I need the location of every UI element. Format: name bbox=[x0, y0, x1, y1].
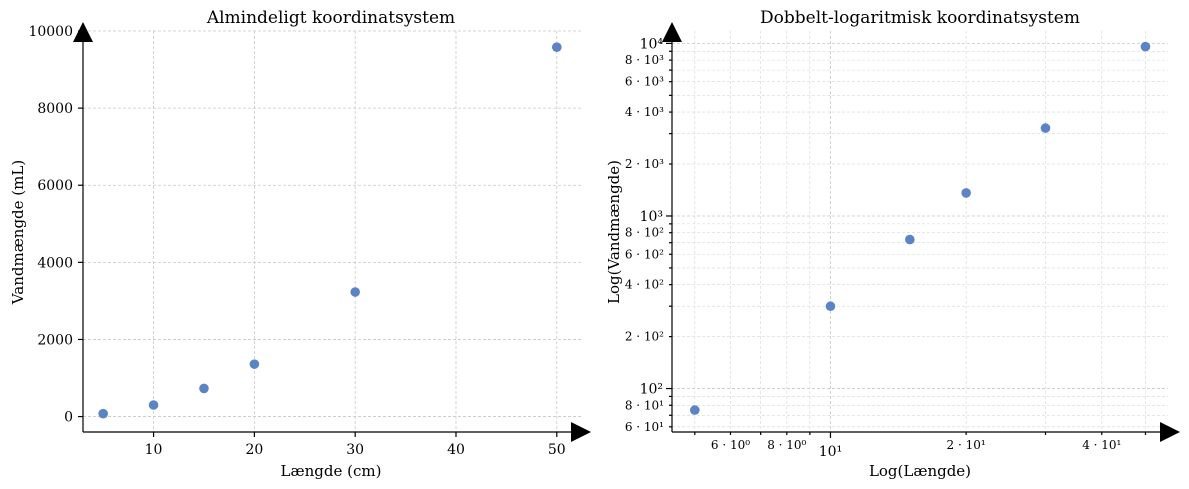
loglog-y-minor-tick-label: 4 · 10² bbox=[625, 278, 664, 292]
linear-ticks: 10 20 30 40 50 0 2000 4000 6000 8000 10000 bbox=[28, 24, 565, 458]
loglog-x-axis-arrow bbox=[1160, 422, 1180, 442]
loglog-x-minor-tick-label: 2 · 10¹ bbox=[947, 438, 986, 452]
loglog-axes bbox=[662, 22, 1180, 442]
loglog-data-point bbox=[905, 234, 915, 245]
linear-x-tick-label: 40 bbox=[447, 442, 465, 458]
linear-chart-panel: 10 20 30 40 50 0 2000 4000 6000 8000 10000 Alminde… bbox=[9, 8, 591, 480]
linear-data-point bbox=[148, 400, 159, 410]
linear-y-tick-label: 2000 bbox=[37, 332, 73, 348]
loglog-chart-title: Dobbelt-logaritmisk koordinatsystem bbox=[760, 8, 1080, 28]
linear-chart-title: Almindeligt koordinatsystem bbox=[206, 8, 455, 28]
loglog-x-minor-tick-label: 8 · 10⁰ bbox=[767, 438, 806, 452]
linear-x-tick-label: 30 bbox=[346, 442, 364, 458]
linear-data-point bbox=[551, 42, 562, 52]
linear-points bbox=[98, 42, 562, 419]
linear-data-point bbox=[98, 408, 108, 419]
linear-y-tick-label: 0 bbox=[64, 410, 73, 426]
loglog-data-point bbox=[690, 405, 700, 415]
linear-y-tick-label: 4000 bbox=[37, 255, 73, 271]
loglog-grid bbox=[672, 31, 1168, 432]
linear-y-tick-label: 8000 bbox=[37, 101, 73, 117]
linear-axes bbox=[73, 22, 591, 442]
loglog-y-minor-tick-label: 2 · 10³ bbox=[625, 157, 664, 171]
loglog-x-minor-tick-label: 4 · 10¹ bbox=[1082, 438, 1121, 452]
linear-grid bbox=[83, 30, 582, 432]
loglog-data-point bbox=[1140, 41, 1151, 52]
loglog-y-minor-tick-label: 8 · 10³ bbox=[625, 53, 664, 67]
loglog-x-axis-label: Log(Længde) bbox=[869, 462, 971, 480]
linear-data-point bbox=[199, 383, 209, 394]
linear-x-axis-arrow bbox=[571, 422, 591, 442]
loglog-y-minor-tick-label: 4 · 10³ bbox=[625, 105, 664, 119]
loglog-y-major-tick-label: 10³ bbox=[640, 209, 663, 225]
linear-y-axis-arrow bbox=[73, 22, 93, 42]
linear-x-tick-label: 50 bbox=[548, 442, 566, 458]
linear-y-tick-label: 6000 bbox=[37, 178, 73, 194]
loglog-y-minor-tick-label: 6 · 10¹ bbox=[625, 420, 664, 434]
loglog-data-point bbox=[1040, 123, 1051, 133]
loglog-chart-panel: 10¹ 10² 10³ 10⁴ 6 · 10⁰ 8 · 10⁰ 2 · 10¹ 4 · 10¹… bbox=[605, 8, 1180, 480]
linear-data-point bbox=[249, 359, 260, 369]
loglog-x-minor-tick-label: 6 · 10⁰ bbox=[711, 438, 750, 452]
loglog-y-minor-tick-label: 2 · 10² bbox=[625, 330, 664, 344]
loglog-y-axis-label: Log(Vandmængde) bbox=[605, 160, 623, 304]
loglog-y-major-tick-label: 10² bbox=[640, 382, 663, 398]
loglog-y-minor-tick-label: 6 · 10² bbox=[625, 247, 664, 261]
loglog-y-major-tick-label: 10⁴ bbox=[640, 36, 664, 52]
linear-x-axis-label: Længde (cm) bbox=[281, 462, 382, 480]
linear-data-point bbox=[350, 287, 360, 297]
loglog-y-axis-arrow bbox=[662, 22, 682, 42]
linear-x-tick-label: 10 bbox=[145, 442, 163, 458]
loglog-y-minor-tick-label: 6 · 10³ bbox=[625, 75, 664, 89]
loglog-points bbox=[690, 41, 1151, 415]
linear-y-axis-label: Vandmængde (mL) bbox=[9, 160, 27, 305]
loglog-data-point bbox=[825, 301, 836, 312]
loglog-y-minor-tick-label: 8 · 10¹ bbox=[625, 398, 664, 412]
loglog-y-minor-tick-label: 8 · 10² bbox=[625, 226, 664, 240]
loglog-data-point bbox=[961, 188, 971, 198]
linear-x-tick-label: 20 bbox=[245, 442, 263, 458]
linear-y-tick-label: 10000 bbox=[28, 24, 73, 40]
loglog-ticks: 10¹ 10² 10³ 10⁴ 6 · 10⁰ 8 · 10⁰ 2 · 10¹ 4 · 10¹… bbox=[625, 36, 1147, 460]
loglog-x-major-tick-label: 10¹ bbox=[819, 444, 842, 460]
